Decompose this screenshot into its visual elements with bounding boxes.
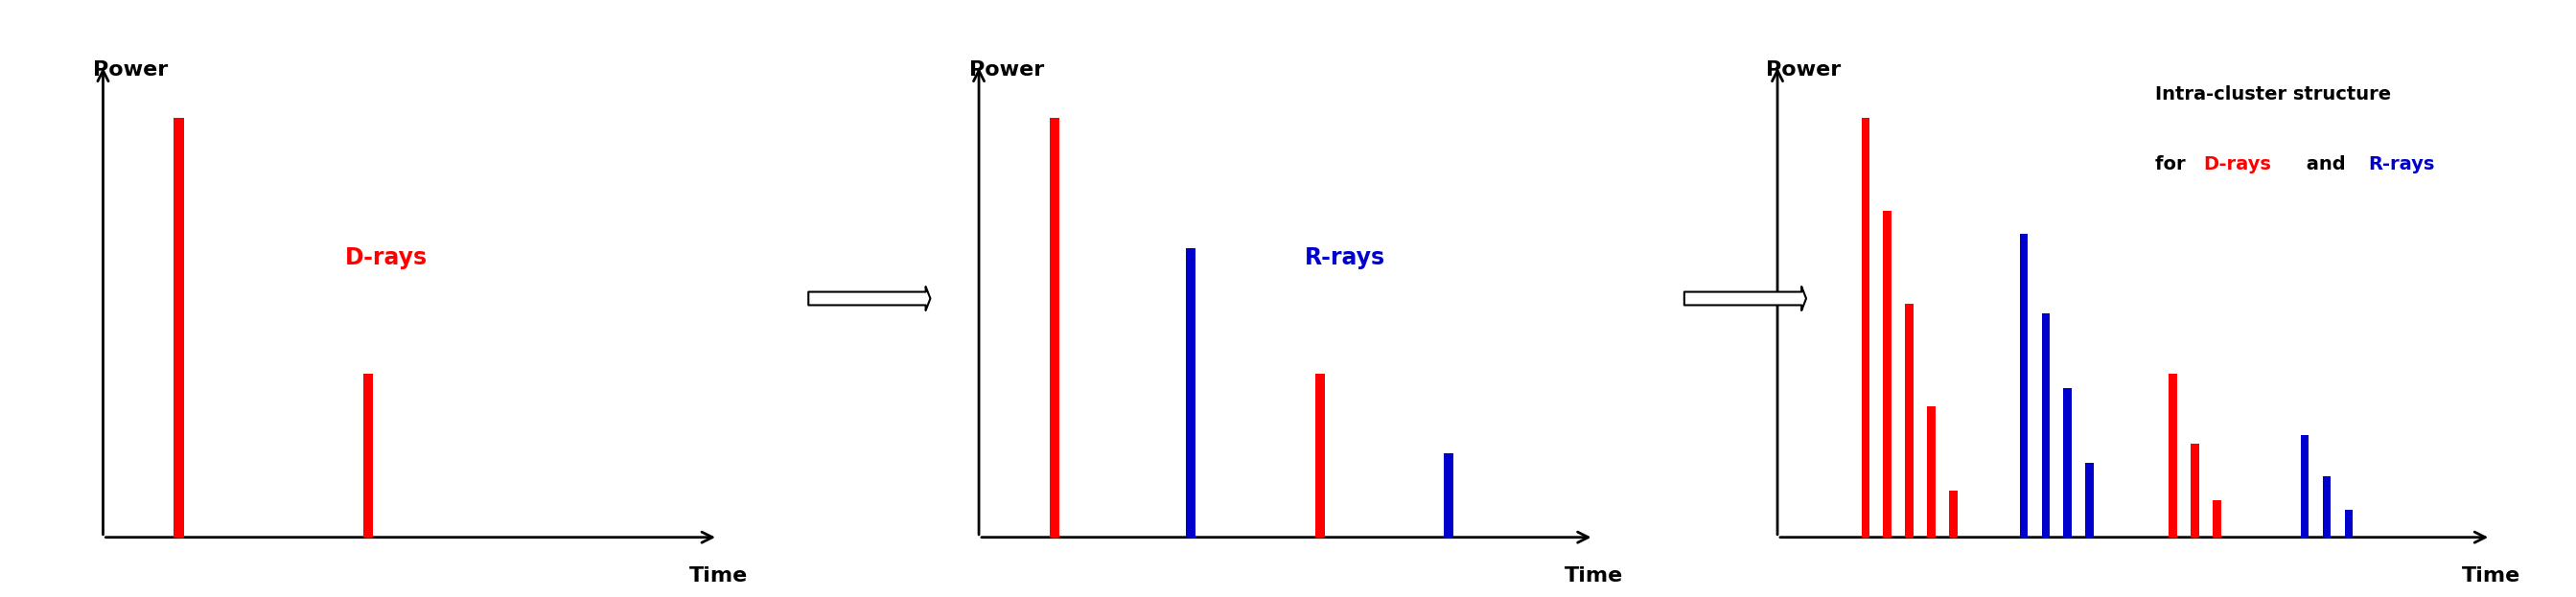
Bar	[1185, 248, 1195, 537]
Bar	[2300, 435, 2308, 537]
Bar	[363, 374, 374, 537]
Text: Time: Time	[1564, 567, 1623, 586]
Bar	[2020, 234, 2027, 537]
Bar	[2043, 313, 2050, 537]
Bar	[1950, 491, 1958, 537]
Bar	[2213, 500, 2221, 537]
Bar	[2087, 463, 2094, 537]
Bar	[2063, 388, 2071, 537]
Text: D-rays: D-rays	[2202, 155, 2272, 173]
Text: R-rays: R-rays	[1303, 246, 1386, 269]
Bar	[175, 118, 183, 537]
Bar	[1927, 407, 1935, 537]
Bar	[1443, 453, 1453, 537]
Bar	[1051, 118, 1059, 537]
Text: Power: Power	[969, 60, 1043, 79]
Bar	[2192, 444, 2200, 537]
Text: Power: Power	[1767, 60, 1842, 79]
Text: for: for	[2156, 155, 2192, 173]
Text: Time: Time	[2463, 567, 2519, 586]
Bar	[2169, 374, 2177, 537]
Text: Time: Time	[688, 567, 747, 586]
Text: and: and	[2300, 155, 2352, 173]
Bar	[1314, 374, 1324, 537]
Bar	[1906, 304, 1914, 537]
Bar	[1883, 211, 1891, 537]
Bar	[2344, 509, 2352, 537]
Text: D-rays: D-rays	[345, 246, 428, 269]
Text: Power: Power	[93, 60, 167, 79]
Bar	[1862, 118, 1870, 537]
Bar	[2324, 476, 2331, 537]
Text: Intra-cluster structure: Intra-cluster structure	[2156, 85, 2391, 103]
Text: R-rays: R-rays	[2367, 155, 2434, 173]
